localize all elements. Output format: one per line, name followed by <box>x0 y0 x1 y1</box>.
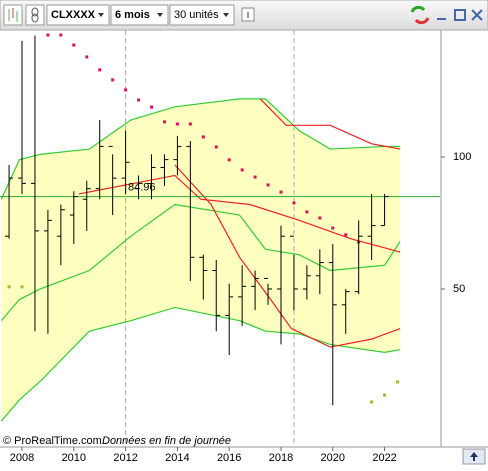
dropdown-arrow <box>223 13 229 17</box>
link-icon[interactable] <box>25 4 45 26</box>
units: 30 unités <box>174 9 219 21</box>
indicator-line <box>78 174 401 253</box>
close-button[interactable] <box>471 9 483 21</box>
sar-point <box>137 98 141 102</box>
sar-point <box>331 226 335 230</box>
dropdown-arrow <box>157 13 163 17</box>
sar-point <box>253 175 257 179</box>
x-tick-label: 2022 <box>372 452 396 464</box>
source-credit: © ProRealTime.com <box>3 435 102 447</box>
sar-point <box>98 68 102 72</box>
sar-point <box>305 210 309 214</box>
sar-point <box>85 55 89 59</box>
sar-point <box>344 233 348 237</box>
scroll-icon <box>470 452 478 461</box>
sar-point <box>7 285 11 289</box>
x-tick-label: 2016 <box>217 452 241 464</box>
y-tick-label: 100 <box>453 151 471 163</box>
units-dropdown[interactable] <box>169 4 235 26</box>
maximize-button[interactable] <box>454 9 466 21</box>
x-tick-label: 2010 <box>62 452 86 464</box>
dropdown-arrow <box>98 13 104 17</box>
sar-point <box>266 183 270 187</box>
sar-point <box>111 78 115 82</box>
sar-point <box>188 122 192 126</box>
indicator-line <box>259 98 401 150</box>
sar-point <box>20 285 24 289</box>
indicator-line <box>0 98 401 200</box>
sar-point <box>214 145 218 149</box>
sar-point <box>201 135 205 139</box>
sar-point <box>240 168 244 172</box>
data-note: Données en fin de journée <box>102 435 231 447</box>
sar-point <box>59 33 63 37</box>
indicator-line <box>0 203 401 322</box>
x-tick-label: 2014 <box>165 452 189 464</box>
symbol-dropdown[interactable] <box>46 4 110 26</box>
refresh-button[interactable] <box>410 5 430 25</box>
x-tick-label: 2012 <box>113 452 137 464</box>
symbol: CLXXXX <box>51 9 96 21</box>
x-tick-label: 2008 <box>10 452 34 464</box>
sar-point <box>370 400 374 404</box>
period: 6 mois <box>115 9 150 21</box>
sar-point <box>227 158 231 162</box>
sar-point <box>396 380 400 384</box>
last-price-label: 84.96 <box>128 182 156 194</box>
sar-point <box>46 33 50 37</box>
sar-point <box>175 122 179 126</box>
x-tick-label: 2020 <box>321 452 345 464</box>
sar-point <box>72 43 76 47</box>
chart-icon[interactable] <box>3 4 23 26</box>
sar-point <box>124 88 128 92</box>
period-dropdown[interactable] <box>110 4 169 26</box>
y-tick-label: 50 <box>453 283 465 295</box>
band-fill <box>1 98 401 421</box>
sar-point <box>292 201 296 205</box>
sar-point <box>318 216 322 220</box>
sar-point <box>279 190 283 194</box>
plot-area: 84.96 <box>0 30 440 445</box>
sar-point <box>150 105 154 109</box>
sar-point <box>162 120 166 124</box>
sar-point <box>383 393 387 397</box>
info-button[interactable] <box>241 7 255 22</box>
x-tick-label: 2018 <box>269 452 293 464</box>
